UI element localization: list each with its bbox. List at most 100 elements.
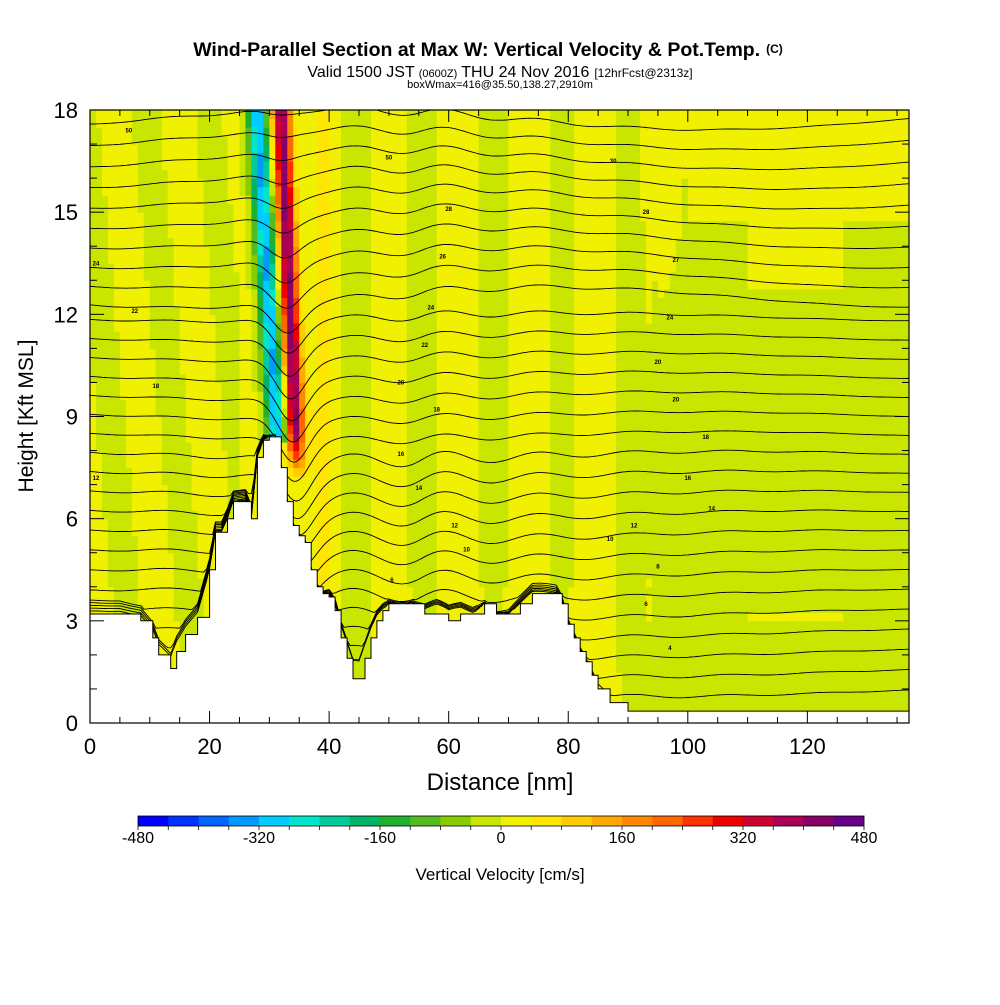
field-cell xyxy=(460,373,468,384)
field-cell xyxy=(406,493,414,503)
field-cell xyxy=(215,161,223,171)
field-cell xyxy=(484,356,492,367)
field-cell xyxy=(341,510,348,520)
field-cell xyxy=(269,390,276,401)
field-cell xyxy=(496,603,504,613)
field-cell xyxy=(424,203,432,213)
field-cell xyxy=(173,144,181,154)
field-cell xyxy=(442,442,450,452)
field-cell xyxy=(388,544,396,554)
field-cell xyxy=(364,348,372,358)
field-cell xyxy=(137,544,145,554)
field-cell xyxy=(101,297,109,307)
field-cell xyxy=(490,110,498,120)
field-cell xyxy=(400,433,408,443)
field-cell xyxy=(406,314,414,324)
field-cell xyxy=(299,152,306,162)
field-cell xyxy=(185,467,193,477)
field-cell xyxy=(263,373,270,384)
field-cell xyxy=(329,220,336,230)
field-cell xyxy=(167,280,175,290)
field-cell xyxy=(317,561,324,571)
field-cell xyxy=(161,229,169,239)
field-cell xyxy=(149,297,157,307)
field-cell xyxy=(251,246,258,256)
field-cell xyxy=(137,254,145,264)
field-cell xyxy=(101,535,109,545)
field-cell xyxy=(376,407,384,418)
field-cell xyxy=(490,118,498,128)
field-cell xyxy=(257,254,264,264)
field-cell xyxy=(251,322,258,332)
field-cell xyxy=(484,407,492,418)
field-cell xyxy=(335,203,342,213)
field-cell xyxy=(90,493,97,503)
field-cell xyxy=(239,135,247,145)
field-cell xyxy=(424,544,432,554)
field-cell xyxy=(478,152,486,162)
field-cell xyxy=(376,161,384,171)
field-cell xyxy=(155,339,163,349)
field-cell xyxy=(353,169,360,179)
field-cell xyxy=(131,356,139,367)
field-cell xyxy=(209,459,217,469)
field-cell xyxy=(454,212,462,222)
field-cell xyxy=(245,425,253,435)
field-cell xyxy=(167,416,175,426)
field-cell xyxy=(155,484,163,494)
field-cell xyxy=(221,280,229,290)
field-cell xyxy=(107,144,115,154)
field-cell xyxy=(305,339,312,349)
field-cell xyxy=(412,144,420,154)
field-cell xyxy=(125,314,133,324)
field-cell xyxy=(436,603,444,613)
field-cell xyxy=(323,476,330,486)
field-cell xyxy=(203,552,211,562)
field-cell xyxy=(406,127,414,137)
field-cell xyxy=(239,152,247,162)
field-cell xyxy=(394,578,402,588)
field-cell xyxy=(442,459,450,469)
field-cell xyxy=(137,518,145,528)
field-cell xyxy=(311,212,318,222)
field-cell xyxy=(370,110,378,120)
field-cell xyxy=(388,127,396,137)
field-cell xyxy=(341,467,348,477)
field-cell xyxy=(335,339,342,349)
field-cell xyxy=(251,254,258,264)
field-cell xyxy=(382,212,390,222)
field-cell xyxy=(394,152,402,162)
field-cell xyxy=(430,484,438,494)
field-cell xyxy=(359,186,366,196)
field-cell xyxy=(257,263,264,273)
field-cell xyxy=(347,348,354,358)
field-cell xyxy=(191,356,199,367)
field-cell xyxy=(364,135,372,145)
field-cell xyxy=(430,280,438,290)
field-cell xyxy=(490,356,498,367)
field-cell xyxy=(329,527,336,537)
field-cell xyxy=(137,442,145,452)
field-cell xyxy=(436,365,444,375)
field-cell xyxy=(311,246,318,256)
field-cell xyxy=(472,118,480,128)
field-cell xyxy=(95,510,103,520)
field-cell xyxy=(466,280,474,290)
field-cell xyxy=(472,459,480,469)
field-cell xyxy=(179,212,187,222)
field-cell xyxy=(131,280,139,290)
field-cell xyxy=(299,118,306,128)
field-cell xyxy=(161,484,169,494)
field-cell xyxy=(95,297,103,307)
field-cell xyxy=(209,152,217,162)
field-cell xyxy=(233,416,241,426)
field-cell xyxy=(496,595,504,605)
field-cell xyxy=(478,339,486,349)
field-cell xyxy=(448,433,456,443)
field-cell xyxy=(299,510,306,520)
field-cell xyxy=(454,178,462,188)
field-cell xyxy=(287,331,294,341)
field-cell xyxy=(281,297,288,307)
field-cell xyxy=(191,476,199,486)
field-cell xyxy=(203,612,211,622)
